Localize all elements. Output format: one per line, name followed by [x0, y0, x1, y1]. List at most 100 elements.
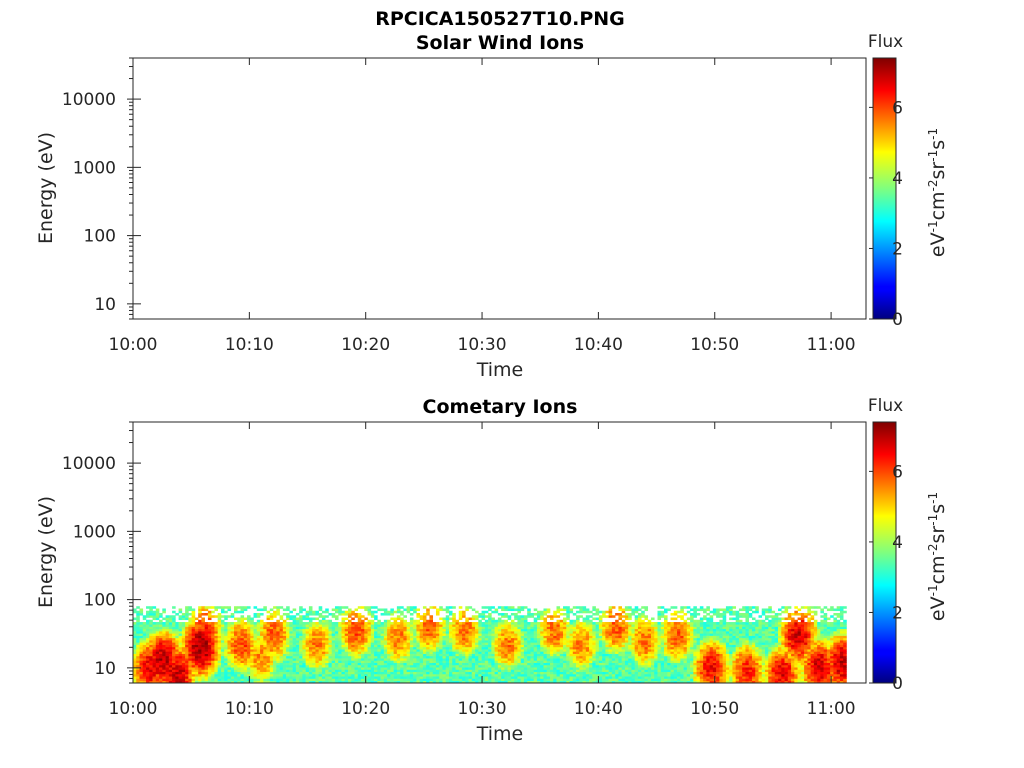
flux-cell [276, 633, 280, 636]
flux-cell [484, 653, 489, 657]
flux-cell [429, 673, 434, 677]
flux-cell [178, 610, 183, 614]
flux-cell [198, 633, 202, 636]
flux-cell [133, 664, 137, 668]
flux-cell [644, 660, 649, 663]
flux-cell [641, 676, 645, 679]
flux-cell [380, 644, 385, 648]
flux-cell [146, 633, 150, 636]
flux-cell [305, 658, 310, 661]
flux-cell [589, 678, 593, 682]
flux-cell [422, 646, 427, 650]
flux-cell [266, 631, 271, 634]
flux-cell [364, 631, 368, 634]
flux-cell [286, 678, 290, 682]
flux-cell [468, 673, 473, 677]
flux-cell [214, 631, 218, 634]
flux-cell [305, 649, 310, 652]
flux-cell [475, 655, 479, 659]
flux-cell [374, 635, 378, 639]
flux-cell [367, 664, 372, 668]
flux-cell [207, 671, 212, 675]
flux-cell [598, 624, 603, 627]
flux-cell [546, 673, 551, 677]
flux-cell [351, 628, 355, 632]
flux-cell [507, 662, 512, 666]
flux-cell [374, 642, 378, 645]
flux-cell [357, 655, 362, 659]
flux-cell [615, 671, 619, 675]
flux-cell [273, 640, 277, 643]
flux-cell [481, 651, 486, 654]
flux-cell [383, 673, 388, 677]
flux-cell [481, 660, 486, 663]
flux-cell [266, 669, 271, 673]
flux-cell [400, 667, 404, 670]
flux-cell [481, 658, 486, 661]
flux-cell [321, 669, 326, 673]
flux-cell [139, 640, 144, 643]
flux-cell [146, 615, 150, 618]
flux-cell [628, 642, 632, 645]
flux-cell [455, 624, 460, 627]
flux-cell [260, 612, 264, 616]
flux-cell [269, 615, 274, 618]
flux-cell [383, 658, 388, 661]
flux-cell [282, 655, 287, 659]
flux-cell [598, 637, 603, 641]
flux-cell [211, 615, 215, 618]
flux-cell [393, 680, 398, 683]
flux-cell [338, 612, 342, 616]
flux-cell [634, 635, 639, 639]
flux-cell [308, 612, 313, 616]
flux-cell [370, 631, 375, 634]
flux-cell [507, 642, 512, 645]
flux-cell [452, 615, 456, 618]
flux-cell [393, 626, 398, 630]
flux-cell [227, 637, 232, 641]
flux-cell [540, 628, 544, 632]
flux-cell [400, 655, 404, 659]
flux-cell [602, 649, 606, 652]
flux-cell [142, 626, 147, 630]
flux-cell [429, 669, 434, 673]
flux-cell [253, 667, 258, 670]
flux-cell [214, 673, 218, 677]
flux-cell [523, 664, 528, 668]
flux-cell [595, 631, 600, 634]
flux-cell [409, 628, 414, 632]
flux-cell [546, 642, 551, 645]
flux-cell [146, 642, 150, 645]
flux-cell [471, 660, 476, 663]
flux-cell [501, 606, 505, 609]
flux-cell [416, 612, 420, 616]
flux-cell [559, 631, 564, 634]
flux-cell [514, 608, 518, 612]
flux-cell [468, 631, 473, 634]
flux-cell [260, 678, 264, 682]
flux-cell [559, 651, 564, 654]
flux-cell [269, 649, 274, 652]
flux-cell [361, 667, 365, 670]
flux-cell [501, 640, 505, 643]
flux-cell [361, 669, 365, 673]
flux-cell [634, 617, 639, 621]
flux-cell [240, 660, 245, 663]
flux-cell [452, 612, 456, 616]
flux-cell [605, 631, 609, 634]
flux-cell [618, 640, 622, 643]
flux-cell [585, 676, 590, 679]
flux-cell [618, 646, 622, 650]
flux-cell [133, 678, 137, 682]
flux-cell [387, 626, 391, 630]
flux-cell [312, 637, 316, 641]
flux-cell [520, 631, 525, 634]
flux-cell [458, 644, 463, 648]
flux-cell [185, 667, 189, 670]
flux-cell [491, 622, 495, 625]
flux-cell [334, 617, 339, 621]
flux-cell [602, 626, 606, 630]
flux-cell [315, 669, 319, 673]
flux-cell [605, 610, 609, 614]
flux-cell [468, 676, 473, 679]
